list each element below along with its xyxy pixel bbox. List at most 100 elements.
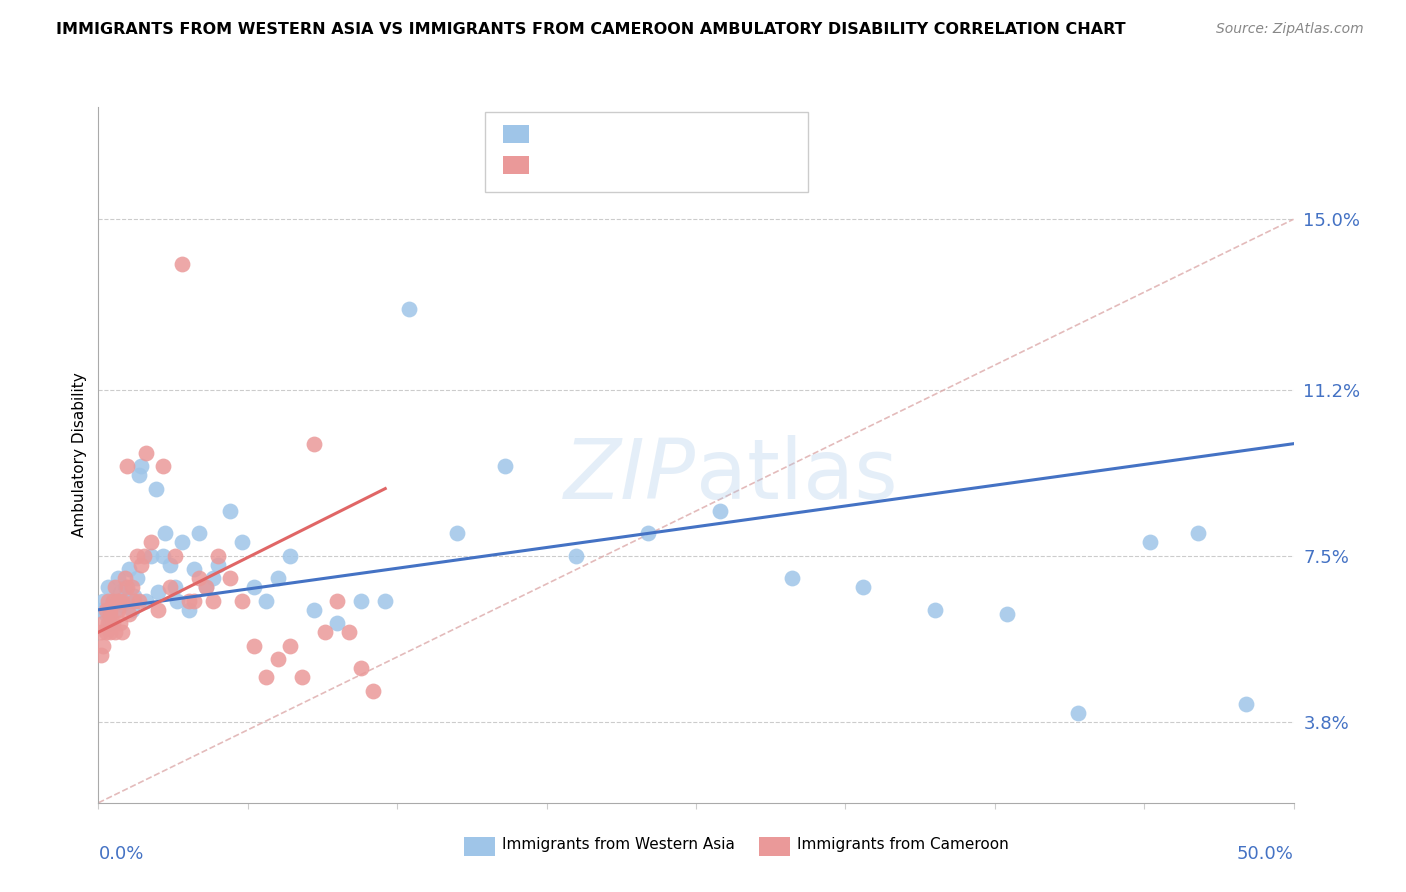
Point xyxy=(94,603,117,617)
Point xyxy=(163,549,186,563)
Point xyxy=(302,436,325,450)
Point xyxy=(995,607,1018,622)
Point xyxy=(350,661,373,675)
Point xyxy=(94,625,117,640)
Point xyxy=(315,625,337,640)
Text: atlas: atlas xyxy=(696,435,897,516)
Point xyxy=(267,652,290,666)
Point xyxy=(337,625,360,640)
Point xyxy=(194,580,217,594)
Point xyxy=(94,607,117,622)
Point xyxy=(709,504,731,518)
Point xyxy=(363,683,385,698)
Point xyxy=(494,459,516,474)
Y-axis label: Ambulatory Disability: Ambulatory Disability xyxy=(72,373,87,537)
Point xyxy=(172,535,194,549)
Point xyxy=(326,594,349,608)
Point xyxy=(637,526,659,541)
Text: R =: R = xyxy=(537,129,574,147)
Text: 58: 58 xyxy=(661,129,683,147)
Text: Source: ZipAtlas.com: Source: ZipAtlas.com xyxy=(1216,22,1364,37)
Point xyxy=(278,549,301,563)
Point xyxy=(90,603,112,617)
Point xyxy=(202,571,225,585)
Point xyxy=(187,526,209,541)
Point xyxy=(115,459,138,474)
Point xyxy=(101,616,124,631)
Text: Immigrants from Western Asia: Immigrants from Western Asia xyxy=(502,838,735,852)
Point xyxy=(207,558,229,572)
Point xyxy=(172,257,194,271)
Point xyxy=(131,459,153,474)
Point xyxy=(148,603,170,617)
Point xyxy=(1234,697,1257,711)
Point xyxy=(97,580,120,594)
Point xyxy=(111,594,134,608)
Point xyxy=(98,625,122,640)
Point xyxy=(135,594,157,608)
Point xyxy=(115,594,138,608)
Point xyxy=(97,616,120,631)
Point xyxy=(107,594,129,608)
Point xyxy=(101,594,124,608)
Point xyxy=(118,562,141,576)
Point xyxy=(290,670,312,684)
Point xyxy=(98,607,122,622)
Point xyxy=(179,603,201,617)
Point xyxy=(194,580,217,594)
Point xyxy=(108,616,131,631)
Point xyxy=(350,594,373,608)
Point xyxy=(155,526,177,541)
Point xyxy=(231,535,253,549)
Text: R =: R = xyxy=(537,161,574,178)
Point xyxy=(183,594,205,608)
Text: N =: N = xyxy=(633,161,669,178)
Point xyxy=(124,590,146,604)
Point xyxy=(207,549,229,563)
Point xyxy=(159,580,181,594)
Point xyxy=(446,526,468,541)
Point xyxy=(148,584,170,599)
Point xyxy=(1139,535,1161,549)
Point xyxy=(267,571,290,585)
Point xyxy=(780,571,803,585)
Point xyxy=(111,625,134,640)
Point xyxy=(152,459,174,474)
Point xyxy=(326,616,349,631)
Text: 0.0%: 0.0% xyxy=(98,845,143,863)
Point xyxy=(118,607,141,622)
Point xyxy=(1187,526,1209,541)
Point xyxy=(302,603,325,617)
Point xyxy=(278,639,301,653)
Point xyxy=(166,594,188,608)
Point xyxy=(565,549,588,563)
Point xyxy=(108,594,131,608)
Point xyxy=(159,558,181,572)
Point xyxy=(125,549,148,563)
Point xyxy=(107,571,129,585)
Point xyxy=(163,580,186,594)
Point xyxy=(128,468,150,483)
Point xyxy=(202,594,225,608)
Point xyxy=(108,584,131,599)
Point xyxy=(124,594,146,608)
Point xyxy=(187,571,209,585)
Point xyxy=(114,571,136,585)
Point xyxy=(254,670,277,684)
Point xyxy=(219,571,242,585)
Point xyxy=(398,301,420,316)
Point xyxy=(121,580,143,594)
Point xyxy=(852,580,875,594)
Text: IMMIGRANTS FROM WESTERN ASIA VS IMMIGRANTS FROM CAMEROON AMBULATORY DISABILITY C: IMMIGRANTS FROM WESTERN ASIA VS IMMIGRAN… xyxy=(56,22,1126,37)
Point xyxy=(90,648,112,662)
Point xyxy=(152,549,174,563)
Point xyxy=(128,594,150,608)
Point xyxy=(219,504,242,518)
Point xyxy=(91,616,114,631)
Point xyxy=(111,599,134,613)
Point xyxy=(924,603,946,617)
Point xyxy=(91,639,114,653)
Point xyxy=(254,594,277,608)
Point xyxy=(104,580,127,594)
Text: 50.0%: 50.0% xyxy=(1237,845,1294,863)
